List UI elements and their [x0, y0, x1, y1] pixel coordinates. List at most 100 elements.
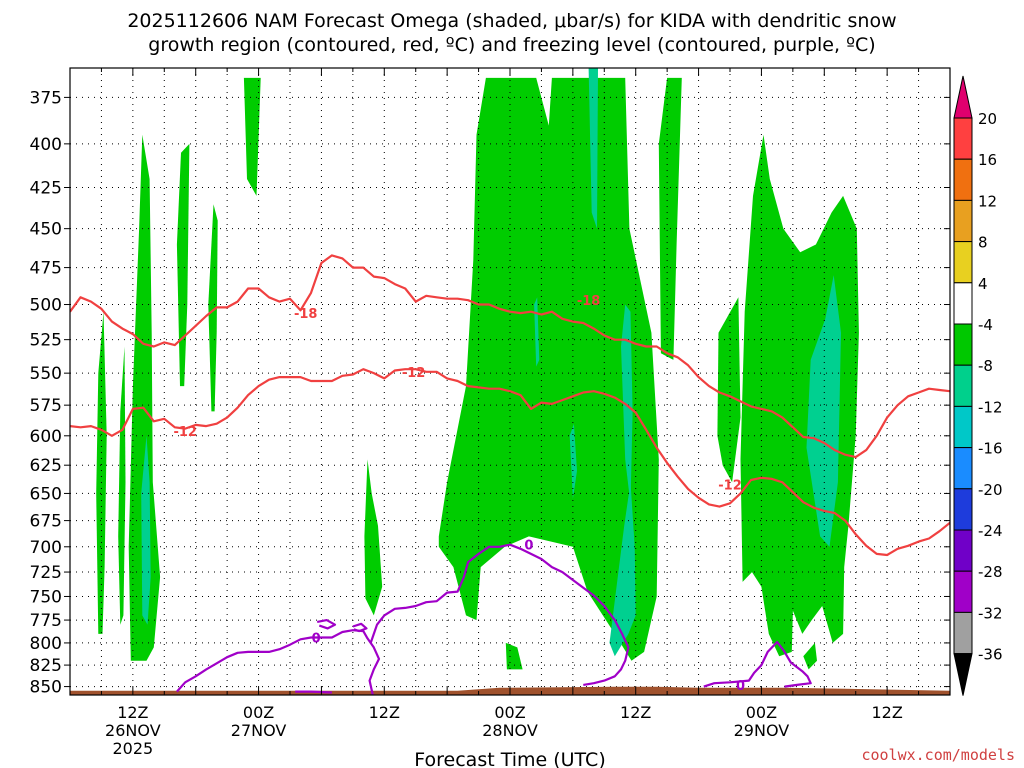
y-tick-label: 525: [30, 331, 62, 351]
contour-line: [316, 619, 337, 630]
colorbar-label: -28: [978, 563, 1003, 581]
omega-colorbar: 20 16 12 8 4 -4 -8 -12 -16 -20 -24 -28 -32 -36: [953, 75, 1003, 696]
colorbar-label: -24: [978, 522, 1003, 540]
watermark-text: coolwx.com/models: [861, 746, 1015, 764]
x-tick-label: 00Z: [494, 703, 525, 722]
colorbar-swatch: [953, 241, 973, 284]
colorbar-label: 20: [978, 110, 997, 128]
colorbar-swatch: [953, 158, 973, 201]
omega-shade-region: [438, 77, 659, 661]
colorbar-swatch: [953, 364, 973, 407]
contour-line: [352, 622, 368, 633]
x-tick-label: 00Z: [243, 703, 274, 722]
x-tick-date: 29NOV: [734, 721, 790, 740]
colorbar-label: -32: [978, 604, 1003, 622]
colorbar-label: -36: [978, 646, 1003, 664]
colorbar-swatch: [953, 117, 973, 160]
y-tick-label: 450: [30, 220, 62, 240]
omega-shade-region: [658, 77, 682, 360]
x-tick-label: 12Z: [117, 703, 148, 722]
contour-line: [295, 690, 332, 694]
contour-line: [703, 640, 812, 688]
y-tick-label: 500: [30, 296, 62, 316]
omega-shade-region: [208, 204, 218, 412]
x-tick-label: 00Z: [746, 703, 777, 722]
contour-label: -18: [294, 307, 318, 322]
x-tick-label: 12Z: [620, 703, 651, 722]
colorbar-label: 8: [978, 234, 988, 252]
contour-label: -12: [402, 366, 426, 381]
omega-shade-region: [176, 143, 190, 387]
omega-shade-region: [609, 482, 636, 657]
colorbar-label: -20: [978, 481, 1003, 499]
colorbar-top-arrow: [953, 75, 973, 119]
omega-shade-region: [803, 642, 817, 670]
contour-label: -12: [718, 479, 742, 494]
omega-shade-region: [128, 134, 161, 661]
grid-lines: [70, 68, 950, 695]
x-tick-year: 2025: [112, 739, 153, 758]
pressure-axis: 375 400 425 450 475 500 525 550 575 600 625 650 675 7…: [30, 88, 950, 698]
omega-shade-region: [717, 297, 741, 483]
colorbar-swatch: [953, 405, 973, 449]
colorbar-label: -8: [978, 357, 993, 375]
colorbar-swatch: [953, 570, 973, 613]
contour-line: [70, 368, 950, 557]
contour-label: -18: [577, 294, 601, 309]
y-tick-label: 700: [30, 538, 62, 558]
y-tick-label: 475: [30, 259, 62, 279]
x-tick-label: 12Z: [871, 703, 902, 722]
y-tick-label: 425: [30, 179, 62, 199]
colorbar-label: -4: [978, 316, 993, 334]
title-line-2: growth region (contoured, red, ºC) and f…: [148, 34, 875, 56]
title-line-1: 2025112606 NAM Forecast Omega (shaded, μ…: [127, 10, 896, 32]
y-tick-label: 825: [30, 656, 62, 676]
x-tick-date: 27NOV: [231, 721, 287, 740]
colorbar-label: -16: [978, 440, 1003, 458]
colorbar-swatch: [953, 447, 973, 490]
colorbar-label: -12: [978, 398, 1003, 416]
omega-shade-region: [569, 423, 577, 499]
y-tick-label: 600: [30, 427, 62, 447]
y-tick-label: 725: [30, 563, 62, 583]
colorbar-label: 12: [978, 192, 997, 210]
colorbar-swatch: [953, 323, 973, 366]
y-tick-label: 650: [30, 484, 62, 504]
omega-shade-region: [806, 275, 841, 547]
colorbar-swatch: [953, 529, 973, 572]
colorbar-label: 4: [978, 275, 988, 293]
y-tick-label: 750: [30, 587, 62, 607]
colorbar-swatch: [953, 282, 973, 325]
omega-shade-region: [364, 459, 383, 616]
y-tick-label: 575: [30, 396, 62, 416]
y-tick-label: 550: [30, 364, 62, 384]
omega-shade-region: [588, 68, 598, 229]
colorbar-swatch: [953, 488, 973, 531]
temperature-contours: -18 -18 -12 -12 -12 0 0 0: [70, 254, 950, 695]
omega-shade-region: [96, 311, 107, 634]
contour-line: [176, 629, 381, 695]
y-tick-label: 800: [30, 634, 62, 654]
y-tick-label: 850: [30, 678, 62, 698]
omega-shade-region: [534, 297, 540, 367]
contour-line: [70, 254, 950, 459]
colorbar-swatch: [953, 611, 973, 655]
omega-shading: [96, 68, 859, 670]
x-tick-date: 26NOV: [105, 721, 161, 740]
x-axis-label: Forecast Time (UTC): [414, 749, 605, 768]
x-tick-label: 12Z: [369, 703, 400, 722]
colorbar-swatch: [953, 199, 973, 243]
contour-label: 0: [524, 539, 533, 554]
y-tick-label: 675: [30, 512, 62, 532]
contour-label: 0: [312, 632, 321, 647]
contour-label: -12: [173, 425, 197, 440]
x-tick-date: 28NOV: [482, 721, 538, 740]
y-tick-label: 625: [30, 456, 62, 476]
contour-label: 0: [736, 679, 745, 694]
y-tick-label: 375: [30, 88, 62, 108]
contour-line: [369, 543, 630, 686]
y-tick-label: 775: [30, 611, 62, 631]
colorbar-label: 16: [978, 151, 997, 169]
